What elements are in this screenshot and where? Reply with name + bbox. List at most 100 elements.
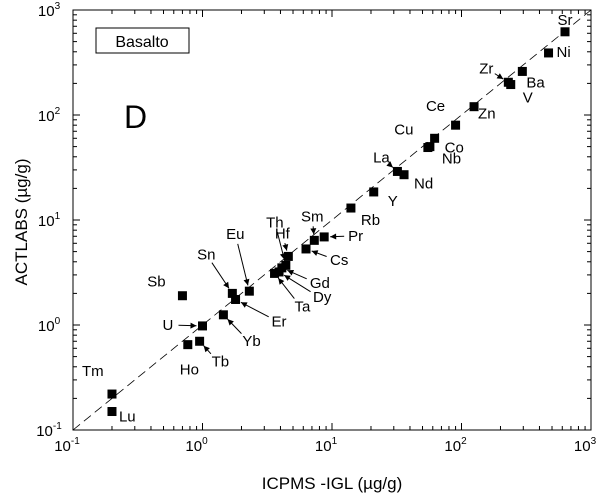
point-la [392,166,402,176]
point-tb [195,336,205,346]
legend-box: Basalto [95,27,190,54]
x-tick-exponent: -1 [71,436,80,447]
reference-line-layer [72,9,592,431]
y-tick-label: 103 [38,1,61,20]
label-zn: Zn [478,106,496,123]
arrowhead-eu [243,278,250,286]
x-axis-title: ICPMS -IGL (µg/g) [262,474,402,493]
point-eu [244,286,254,296]
legend-box-frame [95,27,190,54]
label-ba: Ba [526,74,545,91]
label-th: Th [266,214,284,231]
arrowhead-cs [311,250,319,256]
point-nb [423,143,433,153]
point-dy [274,267,284,277]
label-sm: Sm [301,208,324,225]
label-yb: Yb [242,333,260,350]
y-tick-label: 100 [38,316,61,335]
arrowhead-gd [287,269,295,276]
label-u: U [163,317,174,334]
arrowhead-hf [282,244,289,251]
point-v [506,80,516,90]
label-er: Er [272,313,287,330]
point-rb [346,203,356,213]
arrowhead-pr [330,233,337,240]
y-tick-exponent: -1 [53,421,62,432]
point-zn [469,102,479,112]
one-to-one-line [72,9,592,431]
point-ba [517,66,527,76]
point-sn [227,288,237,298]
point-er [231,294,241,304]
label-sn: Sn [197,246,215,263]
label-eu: Eu [226,226,244,243]
arrowhead-zr [496,73,504,80]
point-tm [107,389,117,399]
point-ho [183,340,193,350]
x-tick-exponent: 1 [332,436,338,447]
point-ta [270,268,280,278]
point-lu [107,407,117,417]
arrowhead-ta [278,278,285,285]
label-ta: Ta [295,298,312,315]
arrowhead-dy [284,275,291,281]
panel-letter: D [124,99,147,135]
label-pr: Pr [348,228,363,245]
label-lu: Lu [119,409,136,426]
label-v: V [523,90,533,107]
arrowhead-er [240,302,248,308]
x-tick-exponent: 3 [591,436,597,447]
label-co: Co [445,139,464,156]
label-nd: Nd [414,176,433,193]
y-tick-exponent: 2 [55,106,61,117]
point-pr [319,232,329,242]
point-y [369,187,379,197]
point-sr [560,27,570,37]
x-tick-label: 102 [444,436,467,455]
x-tick-label: 101 [315,436,338,455]
label-dy: Dy [313,289,332,306]
point-hf [283,251,293,261]
arrowhead-yb [227,319,234,326]
x-tick-label: 100 [185,436,208,455]
label-sb: Sb [147,274,165,291]
arrowhead-u [190,322,197,329]
arrowhead-sn [223,281,230,289]
label-nb: Nb [442,151,461,168]
label-zr: Zr [479,60,493,77]
x-tick-exponent: 0 [202,436,208,447]
point-yb [218,310,228,320]
y-axis-title: ACTLABS (µg/g) [12,159,31,286]
point-sm [309,235,319,245]
x-tick-label: 10-1 [54,436,80,455]
point-nd [399,170,409,180]
y-tick-label: 101 [38,211,61,230]
label-ho: Ho [180,362,199,379]
point-ce [451,120,461,130]
data-points [107,27,570,417]
x-tick-label: 103 [574,436,597,455]
label-ni: Ni [557,44,571,61]
point-u [198,321,207,331]
point-sb [177,291,187,301]
y-tick-exponent: 0 [55,316,61,327]
label-hf: Hf [275,225,291,242]
label-arrows [178,73,504,355]
label-tm: Tm [82,363,104,380]
point-co [430,133,440,143]
label-tb: Tb [212,353,230,370]
arrow-eu [237,243,249,286]
legend-box-text: Basalto [115,34,168,51]
label-cu: Cu [394,122,413,139]
y-tick-exponent: 1 [55,211,61,222]
label-ce: Ce [426,98,445,115]
point-ni [544,48,554,58]
y-tick-exponent: 3 [55,1,61,12]
arrowhead-sm [310,228,317,235]
label-rb: Rb [361,212,380,229]
label-y: Y [388,193,398,210]
arrowhead-tb [203,345,210,353]
